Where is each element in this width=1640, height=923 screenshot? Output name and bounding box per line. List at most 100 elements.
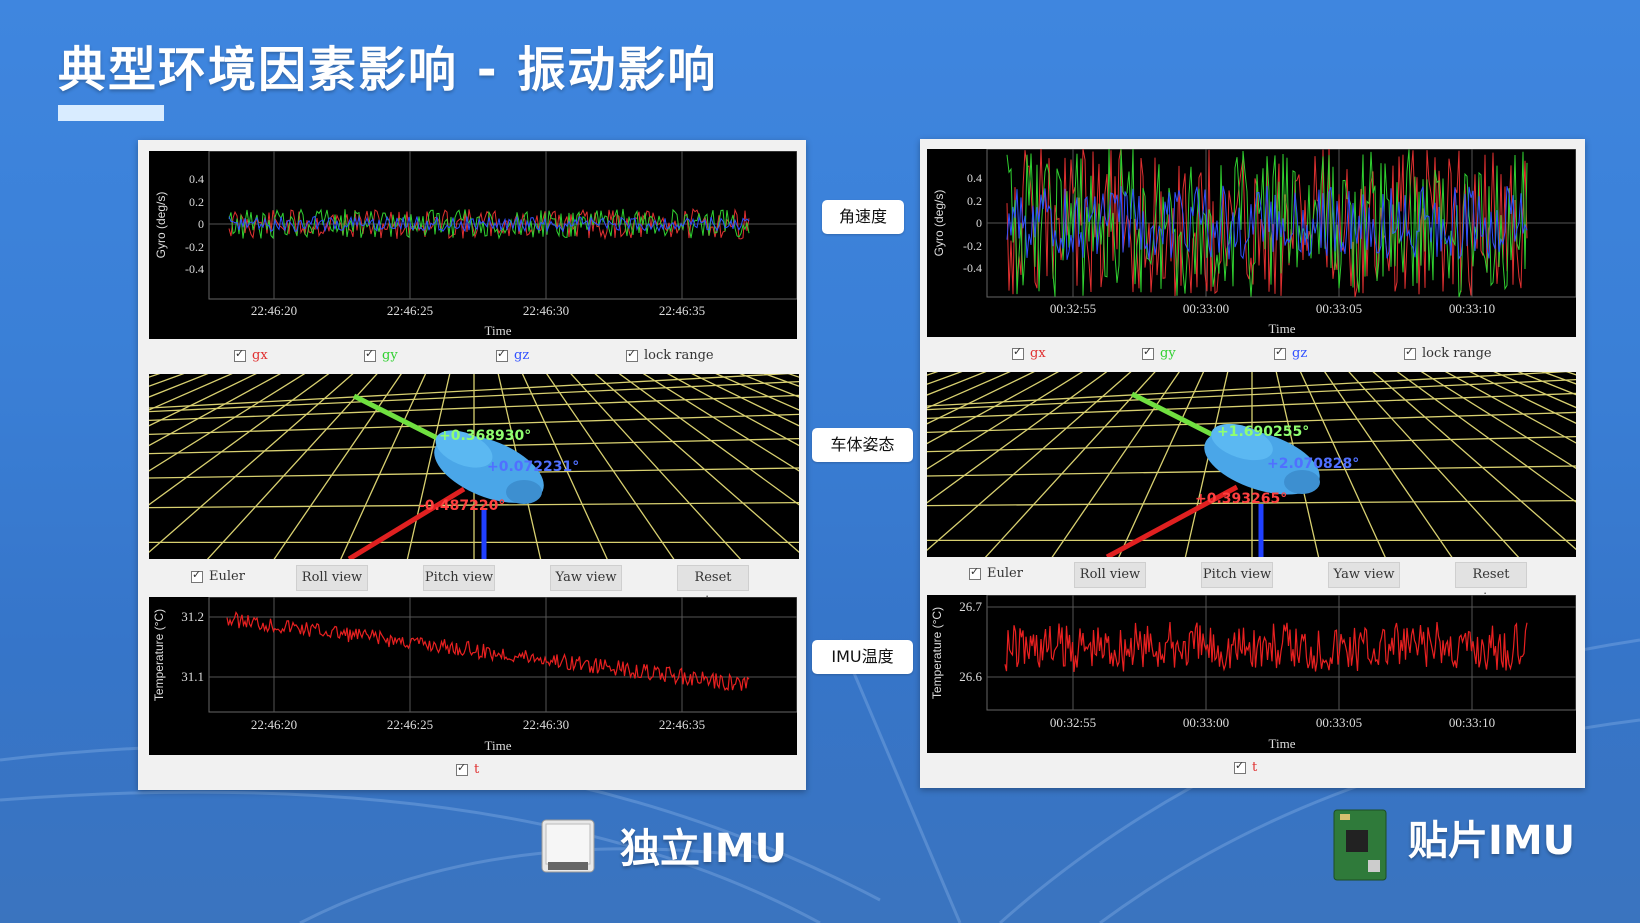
left-green-angle: +0.368930° (439, 428, 531, 444)
left-attitude-3d-view[interactable]: +0.368930° +0.072231° -0.487220° (149, 374, 799, 559)
left-gz-label: gz (514, 348, 530, 363)
left-gyro-chart: Gyro (deg/s) 0.4 0.2 0 -0.2 -0.4 22:46:2… (149, 151, 797, 339)
left-euler-checkbox[interactable]: Euler (191, 568, 245, 584)
right-temp-xlabel: Time (1269, 736, 1296, 751)
right-euler-label: Euler (987, 566, 1023, 581)
right-series-checkboxes: gx gy gz lock range (920, 342, 1585, 366)
right-green-axis (1130, 391, 1219, 440)
right-gy-checkbox[interactable]: gy (1142, 345, 1176, 361)
left-temp-xtick: 22:46:30 (523, 717, 569, 732)
right-reset-view-button[interactable]: Reset view (1455, 562, 1527, 606)
left-gyro-ytick: 0.4 (189, 172, 204, 186)
checkbox-icon[interactable] (364, 347, 376, 362)
left-euler-label: Euler (209, 569, 245, 584)
left-t-label: t (474, 762, 480, 777)
left-yaw-view-button[interactable]: Yaw view (550, 565, 622, 591)
left-gyro-ytick: -0.2 (185, 240, 204, 254)
right-temp-ytick: 26.7 (959, 599, 982, 614)
right-imu-window: Gyro (deg/s) 0.4 0.2 0 -0.2 -0.4 00:32:5… (920, 139, 1585, 788)
left-gx-checkbox[interactable]: gx (234, 347, 268, 363)
left-temp-ylabel: Temperature (°C) (152, 609, 166, 701)
right-euler-checkbox[interactable]: Euler (969, 565, 1023, 581)
right-gx-checkbox[interactable]: gx (1012, 345, 1046, 361)
right-gy-label: gy (1160, 346, 1176, 361)
left-gyro-xlabel: Time (485, 323, 512, 338)
caption-standalone-imu: 独立IMU (620, 826, 788, 872)
right-temp-ylabel: Temperature (°C) (930, 607, 944, 699)
right-gyro-ytick: 0.2 (967, 194, 982, 208)
left-gy-label: gy (382, 348, 398, 363)
left-view-buttons: Euler Roll view Pitch view Yaw view Rese… (138, 565, 806, 609)
slide-title: 典型环境因素影响 - 振动影响 (58, 42, 718, 98)
left-red-axis (347, 486, 466, 559)
checkbox-icon[interactable] (1142, 345, 1154, 360)
left-pitch-view-button[interactable]: Pitch view (423, 565, 495, 591)
left-gyro-ytick: 0 (198, 217, 204, 231)
right-temp-svg: Temperature (°C) 26.7 26.6 00:32:55 00:3… (930, 595, 1576, 751)
left-temp-xtick: 22:46:35 (659, 717, 705, 732)
right-temp-ytick: 26.6 (959, 669, 982, 684)
right-attitude-svg: +1.690255° +2.070828° +0.393265° (927, 372, 1576, 557)
left-reset-view-button[interactable]: Reset view (677, 565, 749, 609)
left-temp-ytick: 31.1 (181, 669, 204, 684)
left-temp-svg: Temperature (°C) 31.2 31.1 22:46:20 22:4… (152, 597, 797, 753)
checkbox-icon[interactable] (1012, 345, 1024, 360)
checkbox-icon[interactable] (234, 347, 246, 362)
right-gyro-chart: Gyro (deg/s) 0.4 0.2 0 -0.2 -0.4 00:32:5… (927, 149, 1576, 337)
left-t-checkbox[interactable]: t (456, 761, 480, 777)
right-view-buttons: Euler Roll view Pitch view Yaw view Rese… (920, 562, 1585, 606)
right-t-label: t (1252, 760, 1258, 775)
checkbox-icon[interactable] (456, 761, 468, 776)
right-yaw-view-button[interactable]: Yaw view (1328, 562, 1400, 588)
right-gyro-ytick: -0.4 (963, 261, 982, 275)
right-attitude-3d-view[interactable]: +1.690255° +2.070828° +0.393265° (927, 372, 1576, 557)
left-roll-view-button[interactable]: Roll view (296, 565, 368, 591)
right-lock-range-checkbox[interactable]: lock range (1404, 345, 1492, 361)
checkbox-icon[interactable] (1274, 345, 1286, 360)
left-gy-checkbox[interactable]: gy (364, 347, 398, 363)
standalone-imu-module-icon (541, 819, 595, 873)
right-gyro-xtick: 00:33:05 (1316, 301, 1362, 316)
checkbox-icon[interactable] (626, 347, 638, 362)
right-temp-xtick: 00:33:00 (1183, 715, 1229, 730)
right-roll-view-button[interactable]: Roll view (1074, 562, 1146, 588)
left-gz-checkbox[interactable]: gz (496, 347, 530, 363)
checkbox-icon[interactable] (496, 347, 508, 362)
car-icon (434, 430, 544, 504)
left-gyro-svg: Gyro (deg/s) 0.4 0.2 0 -0.2 -0.4 22:46:2… (154, 151, 797, 338)
left-temp-xtick: 22:46:20 (251, 717, 297, 732)
left-gyro-xtick: 22:46:35 (659, 303, 705, 318)
right-t-checkbox[interactable]: t (1234, 759, 1258, 775)
left-temp-ytick: 31.2 (181, 609, 204, 624)
right-gyro-ylabel: Gyro (deg/s) (932, 190, 946, 257)
checkbox-icon[interactable] (969, 565, 981, 580)
left-gy-trace (228, 208, 750, 240)
right-red-axis (1105, 484, 1239, 557)
right-pitch-view-button[interactable]: Pitch view (1201, 562, 1273, 588)
right-gz-checkbox[interactable]: gz (1274, 345, 1307, 361)
right-temp-xtick: 00:33:05 (1316, 715, 1362, 730)
left-gyro-ylabel: Gyro (deg/s) (154, 192, 168, 259)
row-label-imu-temperature: IMU温度 (812, 640, 913, 674)
right-gyro-ytick: 0.4 (967, 171, 982, 185)
right-gyro-xtick: 00:32:55 (1050, 301, 1096, 316)
smd-imu-board-icon (1333, 809, 1387, 881)
right-gyro-xtick: 00:33:00 (1183, 301, 1229, 316)
right-temperature-chart: Temperature (°C) 26.7 26.6 00:32:55 00:3… (927, 595, 1576, 753)
row-label-angular-velocity: 角速度 (822, 200, 904, 234)
left-green-axis (352, 393, 441, 442)
left-blue-angle: +0.072231° (487, 459, 579, 475)
checkbox-icon[interactable] (191, 568, 203, 583)
left-red-angle: -0.487220° (419, 498, 505, 514)
checkbox-icon[interactable] (1234, 759, 1246, 774)
caption-smd-imu: 贴片IMU (1408, 818, 1576, 864)
left-gyro-xtick: 22:46:25 (387, 303, 433, 318)
right-gz-trace (1006, 185, 1528, 261)
left-temp-xtick: 22:46:25 (387, 717, 433, 732)
left-lock-range-checkbox[interactable]: lock range (626, 347, 714, 363)
left-gyro-ytick: 0.2 (189, 195, 204, 209)
checkbox-icon[interactable] (1404, 345, 1416, 360)
right-temp-xtick: 00:33:10 (1449, 715, 1495, 730)
left-lock-range-label: lock range (644, 348, 714, 363)
left-attitude-svg: +0.368930° +0.072231° -0.487220° (149, 374, 799, 559)
